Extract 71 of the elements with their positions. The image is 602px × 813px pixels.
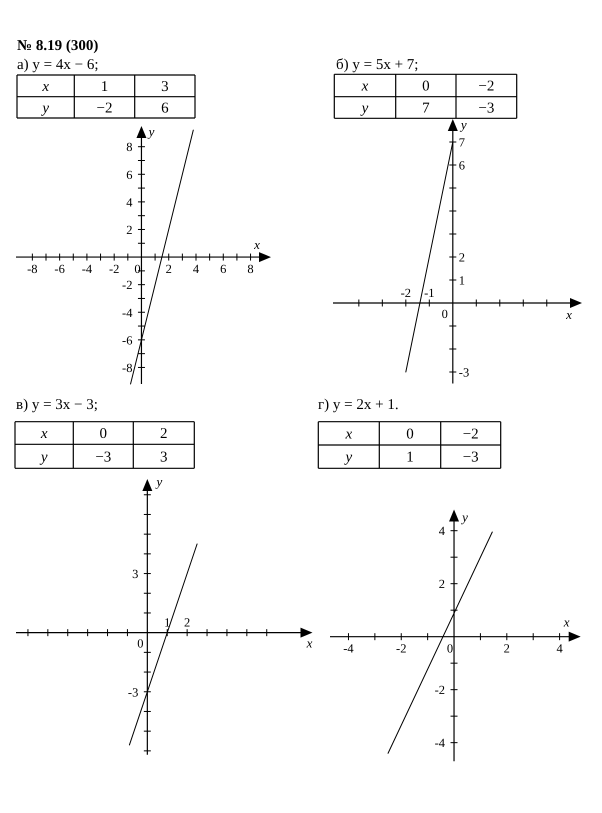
y-tick-label: -6 [122, 333, 132, 348]
x-tick-label: -4 [82, 262, 93, 276]
x-tick-label: 2 [504, 642, 510, 656]
x-axis-title: x [565, 307, 572, 322]
text: y [40, 100, 50, 116]
category-label: 0 [100, 426, 108, 442]
x-axis-title: x [253, 237, 260, 252]
text: № 8.19 (300) [17, 38, 98, 54]
text: x [40, 426, 48, 442]
x-tick-label: 0 [446, 642, 454, 656]
annotation: 0 [442, 307, 448, 321]
text: y [38, 449, 48, 466]
x-tick-label: 8 [247, 262, 254, 276]
text: y [343, 450, 352, 466]
y-tick-label: 4 [438, 524, 446, 538]
text: x [41, 78, 50, 95]
data-label: −3 [462, 450, 479, 466]
text: x [344, 426, 352, 442]
text: x [360, 78, 369, 94]
x-tick-label: -8 [27, 262, 38, 276]
y-tick-label: -4 [434, 736, 446, 750]
x-axis-title: x [562, 614, 570, 630]
y-tick-label: -8 [122, 360, 132, 375]
x-tick-label: -4 [343, 642, 354, 656]
y-tick-label: -4 [122, 306, 134, 320]
x-tick-label: -6 [54, 262, 65, 276]
y-tick-label: -3 [128, 685, 138, 700]
y-axis-title: y [460, 510, 468, 524]
y-tick-label: 3 [132, 567, 138, 582]
x-tick-label: -1 [424, 286, 435, 300]
x-tick-label: -2 [108, 262, 120, 276]
text: г) y = 2x + 1. [318, 397, 399, 413]
category-label: 0 [422, 78, 430, 94]
x-tick-label: 2 [166, 262, 172, 276]
y-tick-label: -2 [434, 683, 446, 698]
y-tick-label: 8 [126, 140, 132, 154]
category-label: −2 [478, 78, 494, 94]
y-tick-label: 2 [438, 577, 446, 592]
data-label: −2 [96, 100, 112, 116]
y-tick-label: 6 [126, 168, 132, 182]
y-tick-label: 7 [458, 136, 466, 150]
data-label: −3 [95, 449, 112, 466]
text: б) y = 5x + 7; [336, 57, 418, 73]
x-tick-label: 0 [134, 262, 141, 276]
category-label: 1 [100, 78, 108, 95]
y-tick-label: 6 [458, 158, 466, 172]
category-label: 2 [160, 426, 168, 442]
y-tick-label: 1 [458, 274, 466, 288]
text: в) y = 3x − 3; [16, 397, 98, 413]
data-label: 6 [161, 100, 170, 116]
y-tick-label: -3 [458, 366, 470, 380]
text: y [360, 100, 369, 116]
text: а) y = 4x − 6; [17, 57, 98, 73]
y-tick-label: 2 [126, 222, 132, 237]
x-tick-label: -2 [396, 642, 406, 656]
x-tick-label: 4 [556, 642, 564, 656]
data-label: 1 [406, 450, 414, 466]
y-axis-title: y [154, 474, 162, 489]
category-label: 0 [406, 426, 414, 442]
data-label: 3 [160, 449, 168, 466]
x-tick-label: 4 [192, 262, 200, 276]
y-tick-label: 4 [126, 195, 134, 210]
category-label: 3 [161, 78, 169, 95]
y-axis-title: y [146, 124, 155, 139]
x-tick-label: 6 [220, 262, 226, 276]
data-label: 7 [422, 100, 430, 116]
y-tick-label: 2 [458, 250, 466, 264]
category-label: −2 [462, 426, 479, 442]
data-label: −3 [478, 100, 494, 116]
y-axis-title: y [458, 117, 467, 132]
x-axis-title: x [306, 636, 313, 651]
